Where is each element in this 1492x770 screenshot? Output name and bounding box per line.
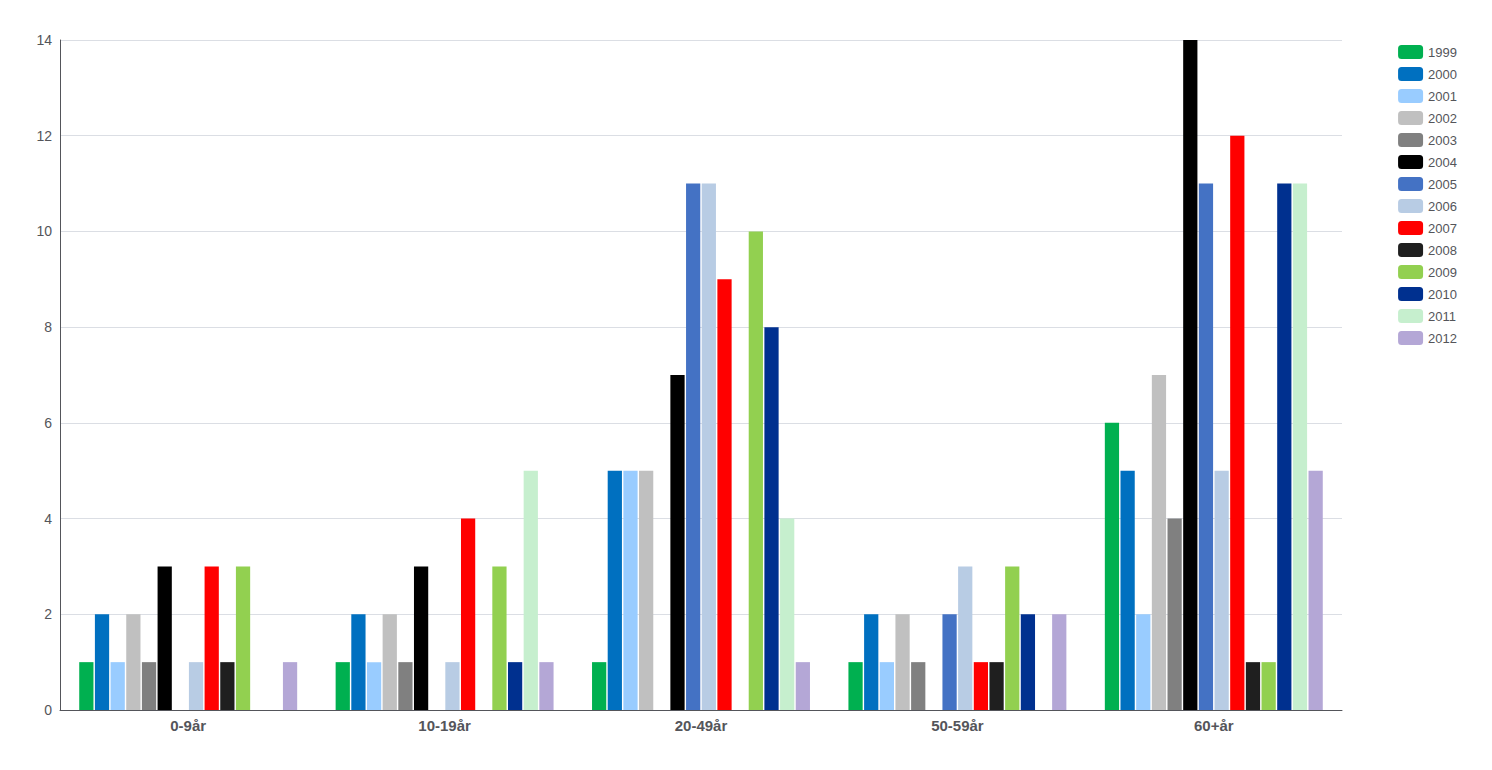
svg-text:2007: 2007 [1428,221,1457,236]
svg-text:2001: 2001 [1428,89,1457,104]
svg-text:2011: 2011 [1428,309,1456,324]
svg-text:2006: 2006 [1428,199,1457,214]
svg-text:0: 0 [44,702,52,718]
svg-text:2004: 2004 [1428,155,1457,170]
svg-text:14: 14 [36,32,52,48]
svg-text:60+år: 60+år [1194,717,1234,734]
svg-text:2009: 2009 [1428,265,1457,280]
svg-text:12: 12 [36,128,52,144]
svg-text:20-49år: 20-49år [675,717,728,734]
svg-text:0-9år: 0-9år [170,717,206,734]
svg-text:10-19år: 10-19år [418,717,471,734]
svg-text:2008: 2008 [1428,243,1457,258]
svg-text:6: 6 [44,415,52,431]
svg-text:2: 2 [44,606,52,622]
svg-text:2012: 2012 [1428,331,1457,346]
svg-text:10: 10 [36,223,52,239]
svg-text:2000: 2000 [1428,67,1457,82]
svg-text:8: 8 [44,319,52,335]
svg-text:2002: 2002 [1428,111,1457,126]
svg-text:2005: 2005 [1428,177,1457,192]
svg-text:1999: 1999 [1428,45,1457,60]
svg-text:50-59år: 50-59år [931,717,984,734]
svg-text:2010: 2010 [1428,287,1457,302]
svg-text:4: 4 [44,511,52,527]
svg-text:2003: 2003 [1428,133,1457,148]
